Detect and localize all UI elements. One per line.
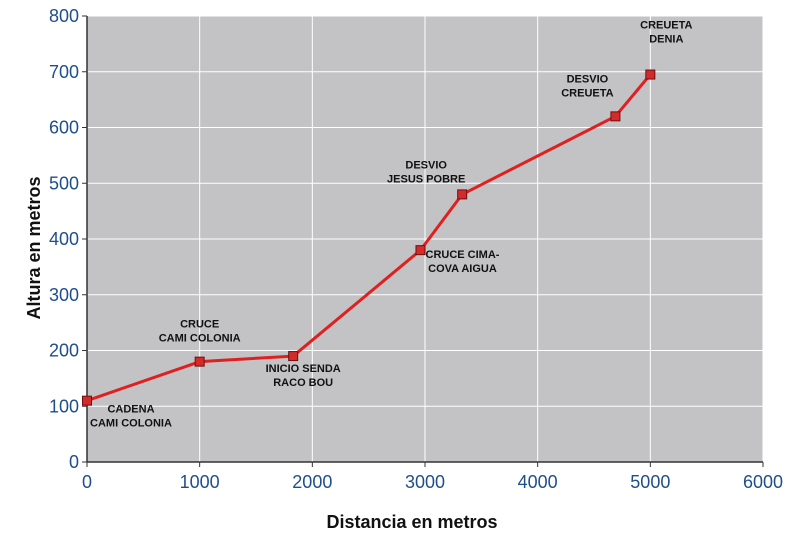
x-axis-ticks: 0 1000 2000 3000 4000 5000 6000 xyxy=(82,462,783,492)
point-label: COVA AIGUA xyxy=(428,263,497,275)
x-tick-label: 5000 xyxy=(630,472,670,492)
point-label: JESUS POBRE xyxy=(387,173,465,185)
point-label: INICIO SENDA xyxy=(266,363,341,375)
point-label: CAMI COLONIA xyxy=(90,418,172,430)
x-tick-label: 3000 xyxy=(405,472,445,492)
y-axis-ticks: 0 100 200 300 400 500 600 700 800 xyxy=(49,6,87,472)
y-tick-label: 800 xyxy=(49,6,79,26)
data-point-marker xyxy=(645,69,656,80)
x-tick-label: 1000 xyxy=(180,472,220,492)
point-label: DENIA xyxy=(649,34,683,46)
point-label: CREUETA xyxy=(640,20,692,32)
y-tick-label: 500 xyxy=(49,173,79,193)
series-markers xyxy=(82,69,656,406)
y-tick-label: 100 xyxy=(49,396,79,416)
data-point-marker xyxy=(194,356,205,367)
x-axis-title: Distancia en metros xyxy=(326,512,497,532)
data-point-marker xyxy=(288,351,299,362)
point-label: CRUCE CIMA- xyxy=(426,249,500,261)
data-point-marker xyxy=(82,395,92,406)
x-tick-label: 4000 xyxy=(518,472,558,492)
point-label: CREUETA xyxy=(561,87,613,99)
x-tick-label: 6000 xyxy=(743,472,783,492)
point-label: CAMI COLONIA xyxy=(159,333,241,345)
x-tick-label: 2000 xyxy=(292,472,332,492)
grid-lines xyxy=(87,15,764,462)
data-point-marker xyxy=(610,111,621,122)
point-label: DESVIO xyxy=(405,159,447,171)
y-tick-label: 200 xyxy=(49,341,79,361)
point-label: DESVIO xyxy=(567,73,609,85)
y-tick-label: 400 xyxy=(49,229,79,249)
y-tick-label: 0 xyxy=(69,452,79,472)
y-tick-label: 700 xyxy=(49,62,79,82)
y-axis-title: Altura en metros xyxy=(24,176,44,319)
data-point-marker xyxy=(415,245,426,256)
data-point-marker xyxy=(457,189,468,200)
point-label: CADENA xyxy=(107,404,154,416)
point-label: RACO BOU xyxy=(273,377,333,389)
point-label: CRUCE xyxy=(180,319,219,331)
y-tick-label: 600 xyxy=(49,118,79,138)
point-labels: CADENA CAMI COLONIA CRUCE CAMI COLONIA INICI… xyxy=(90,20,693,430)
y-tick-label: 300 xyxy=(49,285,79,305)
x-tick-label: 0 xyxy=(82,472,92,492)
